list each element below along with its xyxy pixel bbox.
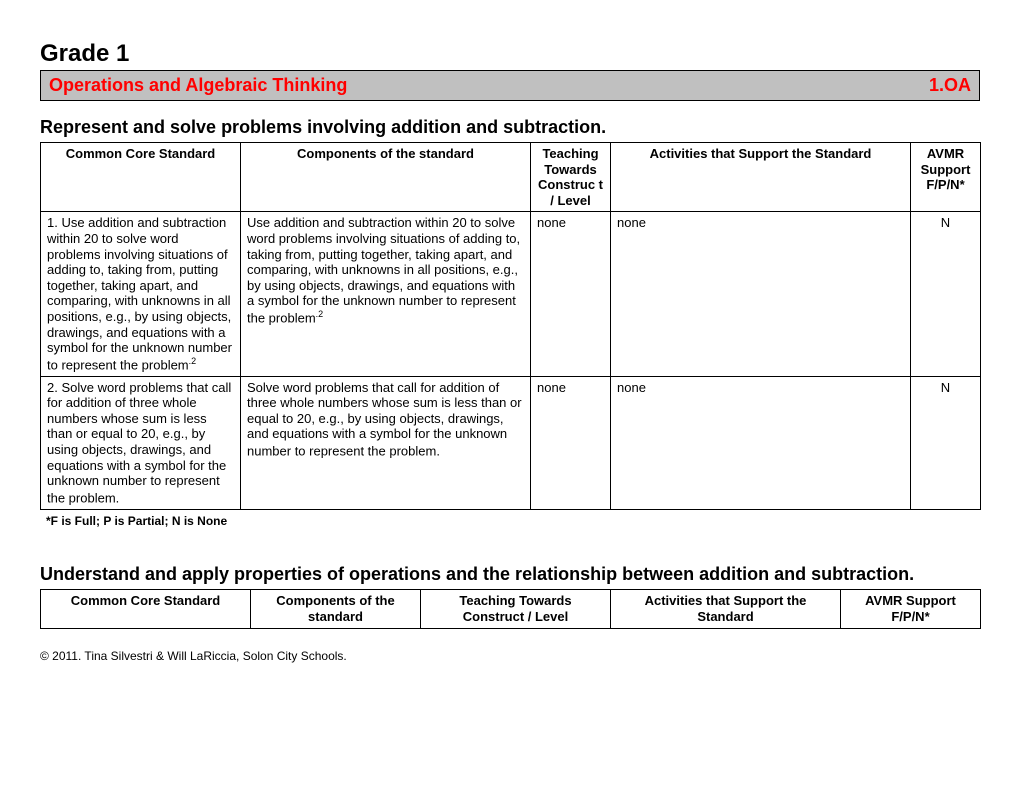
th-avmr: AVMR Support F/P/N* — [911, 143, 981, 212]
th-ttcl: Teaching Towards Construc t / Level — [531, 143, 611, 212]
cell-ttcl: none — [531, 376, 611, 509]
th-activities: Activities that Support the Standard — [611, 143, 911, 212]
table-row: 1. Use addition and subtraction within 2… — [41, 212, 981, 376]
domain-title: Operations and Algebraic Thinking — [49, 75, 347, 96]
copyright: © 2011. Tina Silvestri & Will LaRiccia, … — [40, 649, 980, 663]
cell-ccs: 1. Use addition and subtraction within 2… — [41, 212, 241, 376]
table-header-row: Common Core Standard Components of the s… — [41, 589, 981, 629]
th-avmr: AVMR Support F/P/N* — [841, 589, 981, 629]
cluster2-heading: Understand and apply properties of opera… — [40, 564, 980, 585]
th-activities: Activities that Support the Standard — [611, 589, 841, 629]
cell-activities: none — [611, 212, 911, 376]
cell-avmr: N — [911, 212, 981, 376]
table-row: 2. Solve word problems that call for add… — [41, 376, 981, 509]
cell-activities: none — [611, 376, 911, 509]
domain-bar: Operations and Algebraic Thinking 1.OA — [40, 70, 980, 101]
footnote: *F is Full; P is Partial; N is None — [46, 514, 980, 528]
th-ttcl: Teaching Towards Construct / Level — [421, 589, 611, 629]
cluster1-table: Common Core Standard Components of the s… — [40, 142, 981, 510]
cell-components: Use addition and subtraction within 20 t… — [241, 212, 531, 376]
cell-ccs: 2. Solve word problems that call for add… — [41, 376, 241, 509]
cluster2-table: Common Core Standard Components of the s… — [40, 589, 981, 630]
cell-ttcl: none — [531, 212, 611, 376]
cell-components: Solve word problems that call for additi… — [241, 376, 531, 509]
cell-avmr: N — [911, 376, 981, 509]
th-components: Components of the standard — [241, 143, 531, 212]
table-header-row: Common Core Standard Components of the s… — [41, 143, 981, 212]
cluster1-heading: Represent and solve problems involving a… — [40, 117, 980, 138]
th-ccs: Common Core Standard — [41, 143, 241, 212]
th-ccs: Common Core Standard — [41, 589, 251, 629]
domain-code: 1.OA — [929, 75, 971, 96]
th-components: Components of the standard — [251, 589, 421, 629]
page-title: Grade 1 — [40, 40, 980, 68]
